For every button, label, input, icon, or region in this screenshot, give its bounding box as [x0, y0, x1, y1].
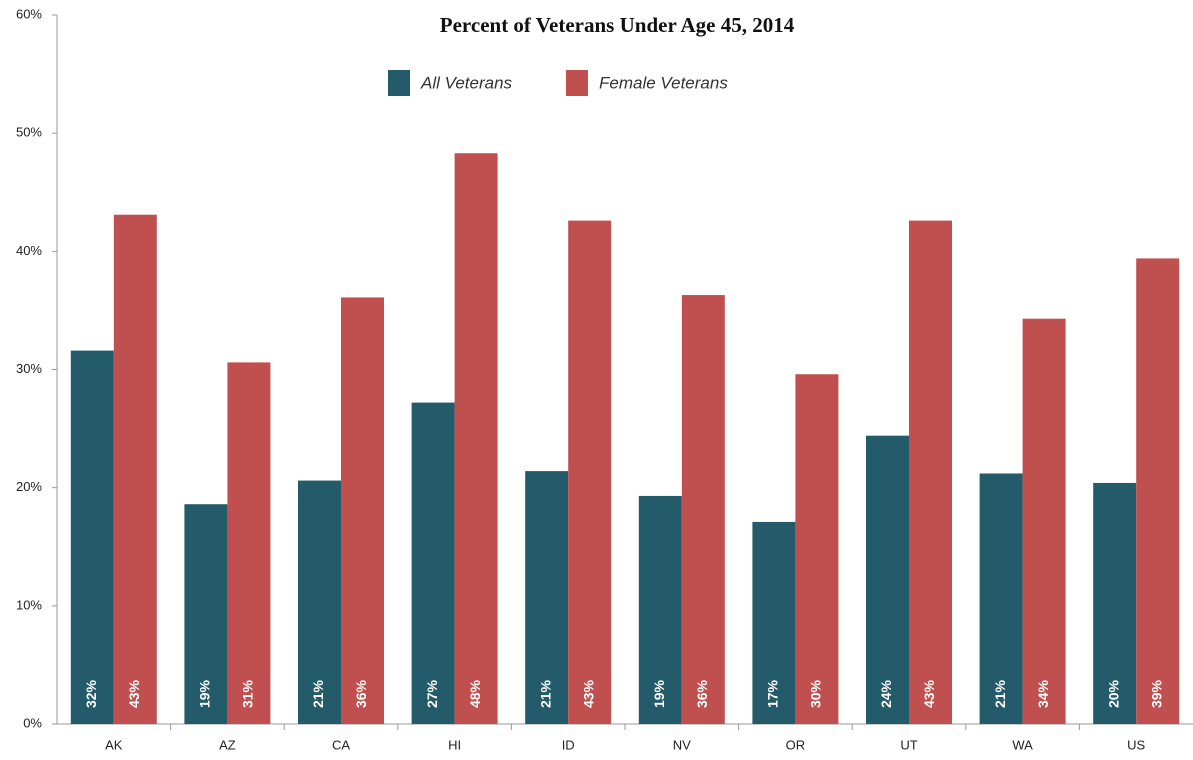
y-tick-label: 30%: [16, 361, 42, 376]
value-label: 21%: [310, 679, 326, 708]
legend-label: Female Veterans: [599, 73, 728, 92]
legend-label: All Veterans: [420, 73, 513, 92]
y-tick-label: 20%: [16, 479, 42, 494]
bar: [341, 297, 384, 724]
x-tick-label: OR: [786, 737, 806, 752]
bar: [113, 214, 157, 724]
y-tick-label: 60%: [16, 6, 42, 21]
value-label: 27%: [424, 679, 440, 708]
legend-swatch: [388, 70, 410, 96]
bar: [795, 374, 839, 724]
bar: [866, 435, 909, 724]
bar: [568, 220, 612, 725]
x-tick-label: WA: [1012, 737, 1033, 752]
bar: [454, 153, 498, 724]
bar: [638, 495, 682, 724]
y-tick-label: 50%: [16, 125, 42, 140]
value-label: 30%: [808, 679, 824, 708]
legend-swatch: [566, 70, 588, 96]
chart-title: Percent of Veterans Under Age 45, 2014: [440, 13, 795, 37]
value-label: 19%: [197, 679, 213, 708]
value-label: 43%: [921, 679, 937, 708]
x-tick-label: CA: [332, 737, 350, 752]
y-tick-label: 40%: [16, 243, 42, 258]
value-label: 32%: [83, 679, 99, 708]
bar: [909, 220, 952, 725]
value-label: 21%: [537, 679, 553, 708]
x-tick-label: AZ: [219, 737, 236, 752]
bar: [1136, 258, 1180, 724]
x-tick-label: ID: [562, 737, 575, 752]
bar: [411, 402, 455, 724]
value-label: 20%: [1105, 679, 1121, 708]
value-label: 31%: [240, 679, 256, 708]
value-label: 43%: [580, 679, 596, 708]
value-label: 17%: [765, 679, 781, 708]
bar: [1022, 318, 1066, 724]
value-label: 34%: [1035, 679, 1051, 708]
value-label: 39%: [1148, 679, 1164, 708]
value-label: 36%: [353, 679, 369, 708]
bar: [1093, 482, 1137, 724]
value-label: 24%: [878, 679, 894, 708]
x-tick-label: US: [1127, 737, 1145, 752]
x-tick-label: AK: [105, 737, 123, 752]
value-label: 36%: [694, 679, 710, 708]
bar: [979, 473, 1023, 724]
bar: [184, 504, 228, 724]
value-label: 19%: [651, 679, 667, 708]
x-tick-label: HI: [448, 737, 461, 752]
y-tick-label: 10%: [16, 597, 42, 612]
bar: [227, 362, 271, 724]
x-tick-label: UT: [900, 737, 917, 752]
x-tick-label: NV: [673, 737, 691, 752]
value-label: 43%: [126, 679, 142, 708]
bar: [681, 295, 725, 724]
y-tick-label: 0%: [23, 715, 42, 730]
bar: [298, 480, 341, 724]
bar: [525, 471, 569, 724]
bar: [70, 350, 114, 724]
value-label: 21%: [992, 679, 1008, 708]
bar: [752, 521, 796, 724]
value-label: 48%: [467, 679, 483, 708]
